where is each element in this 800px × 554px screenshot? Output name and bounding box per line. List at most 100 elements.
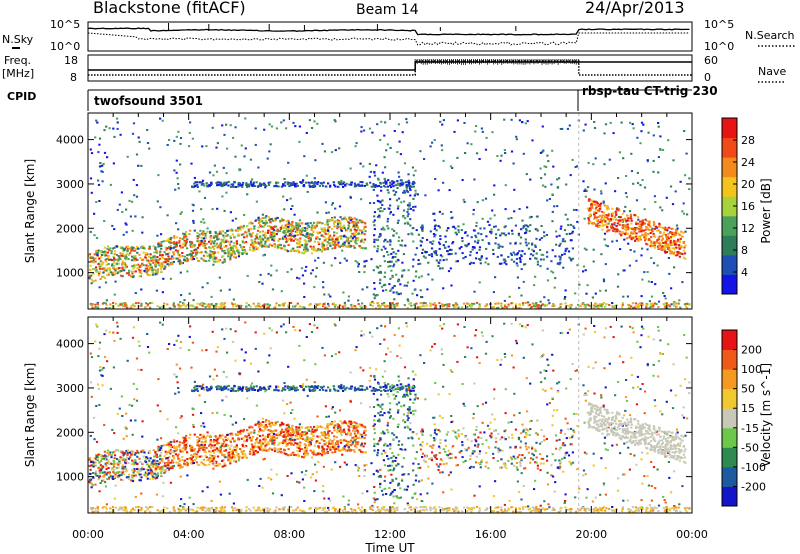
power-cell xyxy=(91,306,94,309)
power-cell xyxy=(305,247,308,250)
power-cell xyxy=(475,221,478,224)
power-cell xyxy=(646,248,649,251)
power-cell xyxy=(434,252,437,255)
power-cell xyxy=(296,276,299,279)
velocity-cell xyxy=(161,470,164,472)
velocity-cell xyxy=(237,430,240,433)
power-cell xyxy=(97,304,100,307)
power-cell xyxy=(468,262,472,265)
velocity-cell xyxy=(167,442,170,445)
power-cell xyxy=(643,222,646,225)
power-cell xyxy=(570,239,573,242)
power-cell xyxy=(149,267,152,269)
power-cell xyxy=(500,262,503,265)
power-cell xyxy=(622,157,625,160)
power-cell xyxy=(626,228,629,231)
velocity-cell xyxy=(325,448,328,451)
power-cell xyxy=(179,271,182,274)
power-cell xyxy=(493,225,496,228)
power-cell xyxy=(522,226,525,229)
power-cell xyxy=(113,293,116,296)
power-cell xyxy=(225,234,228,237)
power-cell xyxy=(303,306,306,309)
power-cell xyxy=(282,219,285,222)
power-cell xyxy=(456,260,459,263)
power-cell xyxy=(245,252,248,255)
velocity-cell xyxy=(202,444,205,447)
power-cell xyxy=(662,233,665,236)
velocity-cell xyxy=(152,476,155,478)
power-cell xyxy=(303,155,306,158)
power-cell xyxy=(145,302,148,305)
power-cell xyxy=(661,209,664,212)
power-cell xyxy=(223,236,226,239)
power-cell xyxy=(421,296,424,299)
power-cell xyxy=(593,200,596,203)
power-cell xyxy=(211,245,215,248)
power-cell xyxy=(633,250,636,253)
power-cell xyxy=(263,128,266,131)
power-cell xyxy=(150,256,153,259)
power-cell xyxy=(252,181,255,184)
noise-panel xyxy=(87,21,693,52)
power-cell xyxy=(266,225,269,228)
power-cell xyxy=(476,152,479,155)
power-cell xyxy=(363,305,366,308)
power-cell xyxy=(497,246,500,249)
power-cell xyxy=(138,271,141,274)
power-cell xyxy=(553,286,556,289)
power-cell xyxy=(373,297,376,300)
power-cell xyxy=(494,276,497,279)
power-cell xyxy=(471,246,475,248)
power-cell xyxy=(407,222,410,225)
power-cell xyxy=(389,289,392,292)
power-cell xyxy=(238,253,241,256)
power-cell xyxy=(268,304,272,307)
power-cell xyxy=(357,183,360,186)
power-cell xyxy=(314,275,317,278)
velocity-cell xyxy=(331,441,334,443)
power-cell xyxy=(669,239,672,242)
velocity-cell xyxy=(88,464,91,467)
power-cell xyxy=(190,254,193,256)
power-cell xyxy=(264,222,268,225)
power-cell xyxy=(588,207,592,210)
power-cell xyxy=(315,237,318,240)
velocity-cell xyxy=(216,436,219,439)
power-cell xyxy=(255,200,258,203)
power-cell xyxy=(317,256,320,259)
power-cell xyxy=(487,263,490,266)
power-cell xyxy=(639,184,642,187)
power-cell xyxy=(160,247,163,250)
power-cell xyxy=(162,240,165,243)
power-cell xyxy=(190,162,193,165)
velocity-cell xyxy=(178,463,181,466)
power-cell xyxy=(660,239,664,242)
power-cell xyxy=(674,254,677,257)
velocity-cell xyxy=(315,427,318,430)
power-cell xyxy=(494,242,497,245)
power-cell xyxy=(613,216,617,218)
power-cell xyxy=(296,231,299,233)
power-cell xyxy=(575,209,578,211)
power-cell xyxy=(496,255,499,258)
power-cell xyxy=(198,181,201,184)
power-cell xyxy=(377,245,380,248)
power-cell xyxy=(633,306,636,309)
power-cell xyxy=(117,267,120,270)
power-cell xyxy=(447,245,450,248)
power-cell xyxy=(94,279,97,282)
power-cell xyxy=(152,259,155,262)
power-cell xyxy=(646,160,649,163)
power-cell xyxy=(262,234,265,237)
power-cell xyxy=(342,227,345,230)
power-cell xyxy=(133,259,136,262)
power-cell xyxy=(613,221,616,224)
power-cell xyxy=(117,255,120,258)
power-cell xyxy=(210,181,213,184)
power-cell xyxy=(542,253,545,256)
power-cell xyxy=(176,257,179,260)
power-cell xyxy=(617,216,621,218)
power-cell xyxy=(191,242,194,245)
power-cell xyxy=(317,241,320,244)
